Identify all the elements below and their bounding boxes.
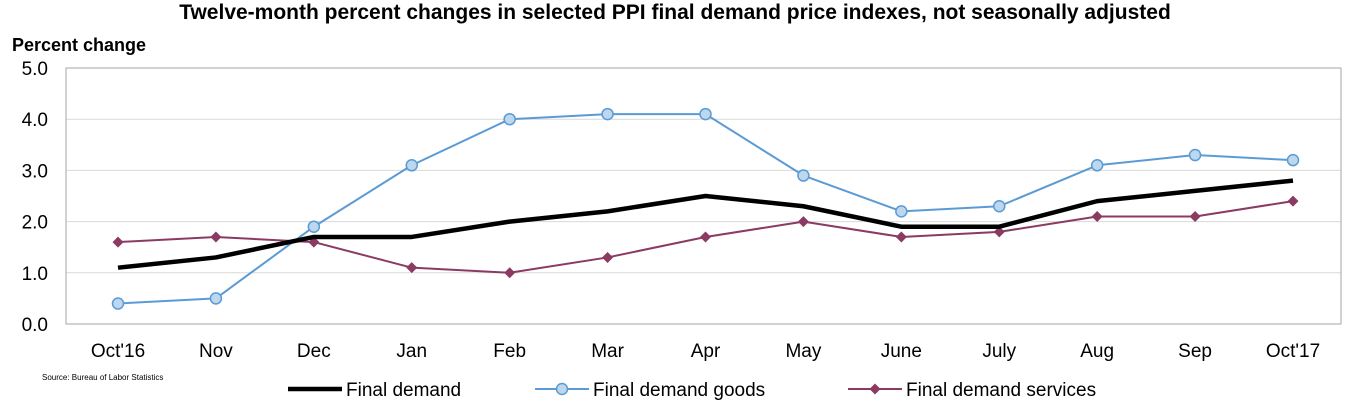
y-tick-label: 5.0 (22, 59, 48, 80)
data-point (1286, 153, 1300, 167)
data-point (1287, 195, 1299, 207)
x-tick-label: July (982, 341, 1016, 362)
legend-label: Final demand services (906, 380, 1096, 401)
data-point (1188, 148, 1202, 162)
x-tick-label: Sep (1178, 341, 1212, 362)
data-point (1091, 210, 1103, 222)
data-point (504, 267, 516, 279)
data-point (1090, 159, 1104, 172)
x-tick-label: Aug (1080, 341, 1114, 362)
y-tick-label: 3.0 (22, 161, 48, 182)
data-point (602, 251, 614, 263)
legend-marker (555, 382, 569, 396)
legend-label: Final demand (346, 380, 461, 401)
data-point (406, 262, 418, 274)
plot-area (65, 67, 1342, 325)
x-tick-label: Dec (297, 341, 331, 362)
x-tick-label: Oct'17 (1266, 341, 1320, 362)
x-tick-label: May (785, 341, 821, 362)
y-tick-label: 4.0 (22, 110, 48, 131)
data-point (209, 292, 223, 305)
x-tick-label: Mar (591, 341, 624, 362)
data-point (307, 220, 321, 233)
data-point (797, 216, 809, 228)
legend-marker (869, 383, 881, 395)
data-point (1189, 210, 1201, 222)
data-point (993, 226, 1005, 238)
y-tick-label: 2.0 (22, 213, 48, 234)
x-tick-label: Oct'16 (91, 341, 145, 362)
data-point (700, 231, 711, 243)
legend-label: Final demand goods (593, 380, 765, 401)
data-point (895, 205, 908, 218)
y-axis-label: Percent change (12, 35, 147, 55)
series-line-final-demand (117, 178, 1294, 270)
data-point (503, 112, 516, 126)
x-tick-label: Nov (199, 341, 233, 362)
data-point (895, 231, 907, 243)
x-tick-label: Apr (691, 341, 721, 362)
data-point (210, 231, 222, 243)
data-point (993, 199, 1006, 213)
data-point (405, 159, 418, 172)
data-point (111, 297, 125, 310)
x-tick-label: Feb (493, 341, 526, 362)
x-tick-label: Jan (396, 341, 427, 362)
data-point (797, 169, 810, 182)
series-line-final-demand-goods (117, 113, 1294, 305)
data-point (112, 236, 124, 248)
data-point (601, 107, 614, 121)
source-note: Source: Bureau of Labor Statistics (42, 373, 164, 382)
y-tick-label: 1.0 (22, 264, 48, 285)
y-tick-label: 0.0 (22, 315, 48, 336)
x-tick-label: June (881, 341, 922, 362)
data-point (699, 107, 712, 121)
chart-title: Twelve-month percent changes in selected… (179, 1, 1171, 24)
